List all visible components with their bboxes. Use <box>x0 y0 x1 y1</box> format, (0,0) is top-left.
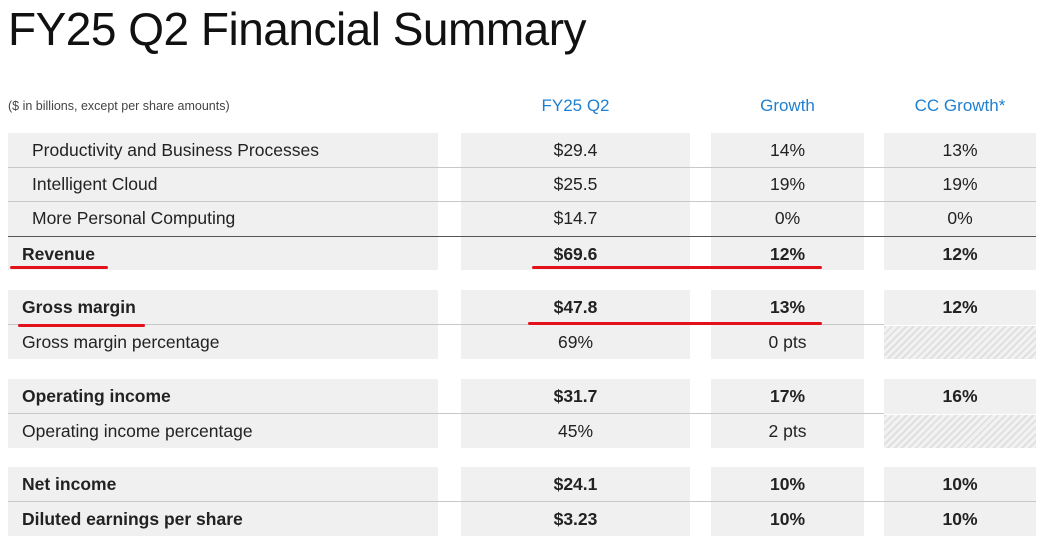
gross-margin-growth-value: 13% <box>769 297 806 317</box>
net-income-growth-value: 10% <box>769 474 806 494</box>
cc-panel-gross-margin <box>884 290 1036 325</box>
revenue-values-highlight-underline <box>532 266 822 269</box>
row-growth-value: 14% <box>769 140 806 160</box>
net-income-cc-growth-value: 10% <box>942 474 978 494</box>
row-cc-growth-value: 0% <box>947 208 973 228</box>
row-label: More Personal Computing <box>32 208 236 228</box>
column-header-growth: Growth <box>760 96 815 115</box>
row-fy-value: $25.5 <box>553 174 598 194</box>
net-income-label: Net income <box>22 474 117 494</box>
revenue-label: Revenue <box>22 244 95 264</box>
operating-income-label: Operating income <box>22 386 171 406</box>
revenue-fy-value: $69.6 <box>553 244 598 264</box>
row-growth-value: 19% <box>769 174 806 194</box>
revenue-cc-growth-value: 12% <box>942 244 978 264</box>
row-fy-value: $29.4 <box>553 140 598 160</box>
gross-margin-label: Gross margin <box>22 297 136 317</box>
row-label: Intelligent Cloud <box>32 174 158 194</box>
row-cc-growth-value: 13% <box>942 140 978 160</box>
gross-margin-percentage-label: Gross margin percentage <box>22 332 220 352</box>
revenue-growth-value: 12% <box>769 244 806 264</box>
operating-income-percentage-label: Operating income percentage <box>22 421 253 441</box>
row-divider <box>8 501 1036 502</box>
row-divider <box>8 324 884 325</box>
row-cc-growth-value: 19% <box>942 174 978 194</box>
cc-hatched-empty-cell <box>884 326 1036 359</box>
operating-income-cc-growth-value: 16% <box>942 386 978 406</box>
diluted-eps-label: Diluted earnings per share <box>22 509 243 529</box>
operating-income-fy-value: $31.7 <box>553 386 598 406</box>
operating-income-growth-value: 17% <box>769 386 806 406</box>
units-note: ($ in billions, except per share amounts… <box>8 99 230 113</box>
cc-panel-operating-income <box>884 379 1036 414</box>
gross-margin-highlight-underline <box>18 324 145 327</box>
diluted-eps-growth-value: 10% <box>769 509 806 529</box>
net-income-fy-value: $24.1 <box>553 474 598 494</box>
diluted-eps-cc-growth-value: 10% <box>942 509 978 529</box>
row-label: Productivity and Business Processes <box>32 140 319 160</box>
operating-income-percentage-growth-value: 2 pts <box>768 421 807 441</box>
row-divider <box>8 413 884 414</box>
gross-margin-percentage-fy-value: 69% <box>557 332 594 352</box>
row-divider <box>8 167 1036 168</box>
gross-margin-values-highlight-underline <box>528 322 822 325</box>
diluted-eps-fy-value: $3.23 <box>553 509 598 529</box>
total-divider <box>8 236 1036 237</box>
row-growth-value: 0% <box>774 208 801 228</box>
column-header-fy25-q2: FY25 Q2 <box>541 96 610 115</box>
cc-hatched-empty-cell <box>884 415 1036 448</box>
gross-margin-cc-growth-value: 12% <box>942 297 978 317</box>
revenue-highlight-underline <box>10 266 108 269</box>
row-divider <box>8 201 1036 202</box>
gross-margin-percentage-growth-value: 0 pts <box>768 332 807 352</box>
page-title: FY25 Q2 Financial Summary <box>8 3 587 55</box>
row-fy-value: $14.7 <box>553 208 598 228</box>
operating-income-percentage-fy-value: 45% <box>557 421 594 441</box>
column-header-cc-growth: CC Growth* <box>914 96 1006 115</box>
gross-margin-fy-value: $47.8 <box>553 297 598 317</box>
